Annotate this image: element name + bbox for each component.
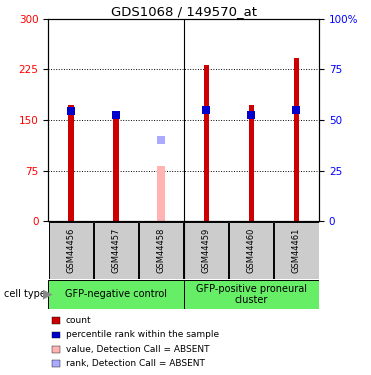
Text: GSM44459: GSM44459 <box>202 228 211 273</box>
Text: GSM44457: GSM44457 <box>111 228 121 273</box>
Text: GSM44460: GSM44460 <box>247 228 256 273</box>
Bar <box>68 105 73 221</box>
Bar <box>294 110 299 221</box>
FancyBboxPatch shape <box>49 222 93 279</box>
Text: GSM44458: GSM44458 <box>157 228 165 273</box>
Bar <box>204 110 209 221</box>
Text: percentile rank within the sample: percentile rank within the sample <box>66 330 219 339</box>
Bar <box>249 105 254 221</box>
Bar <box>249 115 254 221</box>
Text: GFP-negative control: GFP-negative control <box>65 290 167 299</box>
Title: GDS1068 / 149570_at: GDS1068 / 149570_at <box>111 4 257 18</box>
Bar <box>68 111 73 221</box>
Text: value, Detection Call = ABSENT: value, Detection Call = ABSENT <box>66 345 209 354</box>
FancyBboxPatch shape <box>229 222 273 279</box>
FancyBboxPatch shape <box>139 222 183 279</box>
Text: GFP-positive proneural
cluster: GFP-positive proneural cluster <box>196 284 307 305</box>
Text: ▶: ▶ <box>43 288 52 301</box>
Text: cell type: cell type <box>4 290 46 299</box>
Text: GSM44461: GSM44461 <box>292 228 301 273</box>
Bar <box>204 64 209 221</box>
Bar <box>294 58 299 221</box>
FancyBboxPatch shape <box>184 280 319 309</box>
FancyBboxPatch shape <box>184 222 228 279</box>
Bar <box>157 166 165 221</box>
FancyBboxPatch shape <box>94 222 138 279</box>
Bar <box>114 115 118 221</box>
FancyBboxPatch shape <box>48 280 184 309</box>
FancyBboxPatch shape <box>275 222 319 279</box>
Text: rank, Detection Call = ABSENT: rank, Detection Call = ABSENT <box>66 359 204 368</box>
Text: GSM44456: GSM44456 <box>66 228 75 273</box>
Text: count: count <box>66 316 91 325</box>
Bar <box>113 113 119 221</box>
